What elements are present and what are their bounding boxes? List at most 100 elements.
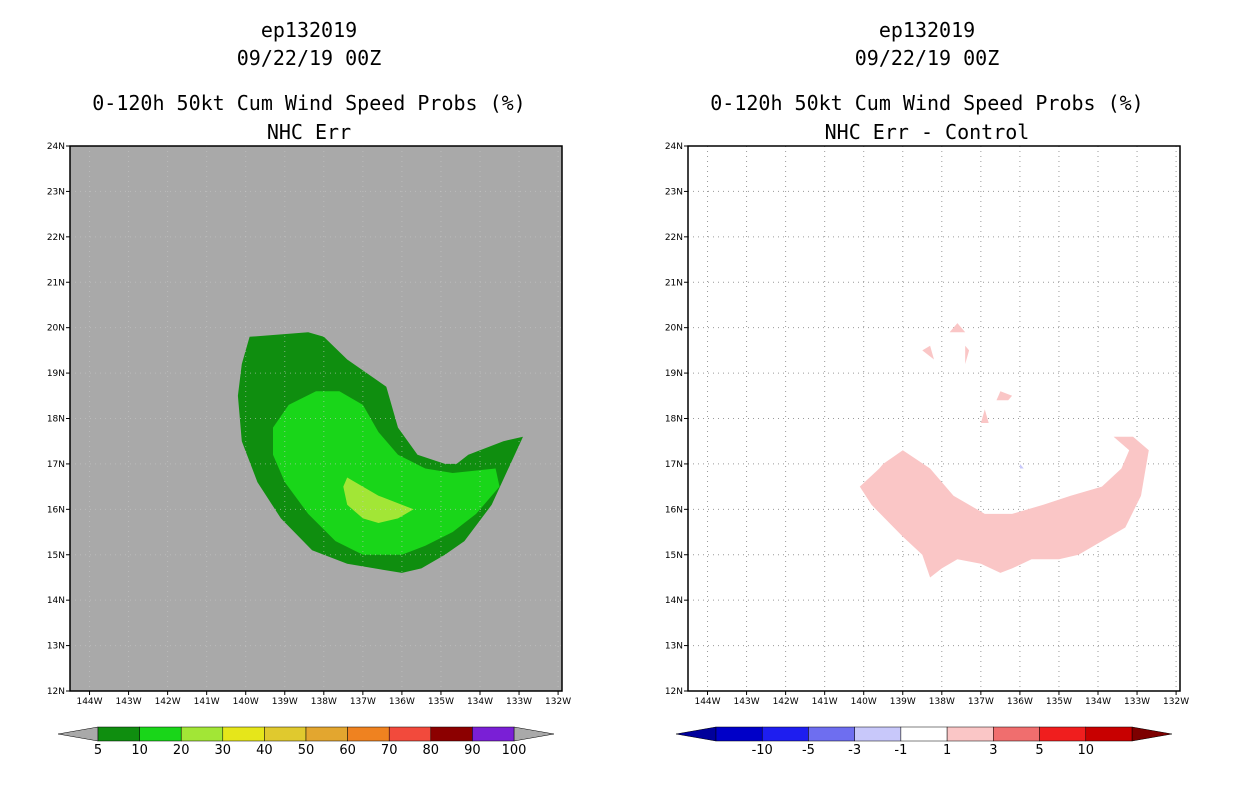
right-colorbar-label: -3 — [848, 743, 861, 758]
right-y-tick-label: 16N — [665, 505, 683, 515]
right-chart-title: 0-120h 50kt Cum Wind Speed Probs (%) — [710, 91, 1144, 115]
right-panel: ep132019 09/22/19 00Z 0-120h 50kt Cum Wi… — [618, 0, 1236, 800]
right-y-tick-label: 14N — [665, 596, 683, 606]
right-colorbar-swatch — [1085, 726, 1133, 742]
left-y-tick-label: 19N — [47, 369, 65, 379]
left-x-tick-label: 142W — [155, 697, 181, 707]
right-colorbar-swatch — [946, 726, 994, 742]
right-y-tick-label: 22N — [665, 233, 683, 243]
left-panel: ep132019 09/22/19 00Z 0-120h 50kt Cum Wi… — [92, 18, 526, 144]
right-x-tick-label: 140W — [851, 697, 877, 707]
right-contour-1-region — [949, 323, 966, 333]
left-colorbar-swatch — [388, 726, 432, 742]
right-colorbar-label: 1 — [943, 743, 951, 758]
left-colorbar-label: 70 — [381, 743, 398, 758]
right-x-tick-label: 137W — [968, 697, 994, 707]
left-y-tick-label: 14N — [47, 596, 65, 606]
right-colorbar-label: 3 — [989, 743, 997, 758]
left-colorbar-label: 30 — [215, 743, 232, 758]
left-contour-10-region — [273, 391, 500, 555]
right-x-tick-label: 136W — [1007, 697, 1033, 707]
left-colorbar-label: 20 — [173, 743, 190, 758]
right-contour-1-region — [965, 345, 970, 364]
right-y-tick-label: 20N — [665, 324, 683, 334]
left-y-tick-label: 23N — [47, 187, 65, 197]
right-colorbar-swatch — [761, 726, 809, 742]
right-colorbar-swatch — [715, 726, 763, 742]
right-colorbar-label: -1 — [894, 743, 907, 758]
left-storm-id: ep132019 — [260, 18, 358, 42]
right-x-tick-label: 132W — [1163, 697, 1189, 707]
left-colorbar-label: 5 — [94, 743, 102, 758]
right-colorbar-label: -10 — [752, 743, 773, 758]
left-colorbar-swatch — [139, 726, 182, 742]
left-x-tick-label: 143W — [116, 697, 142, 707]
right-contour-1-region — [922, 345, 934, 360]
right-y-tick-label: 12N — [665, 687, 683, 697]
right-x-tick-label: 133W — [1124, 697, 1150, 707]
right-contour-1-region — [859, 436, 1149, 578]
left-x-tick-label: 135W — [428, 697, 454, 707]
left-y-tick-label: 18N — [47, 415, 65, 425]
left-colorbar-swatch — [347, 726, 390, 742]
right-x-tick-label: 139W — [890, 697, 916, 707]
left-x-tick-label: 140W — [233, 697, 259, 707]
right-colorbar-label: -5 — [802, 743, 815, 758]
right-colorbar-swatch — [993, 726, 1040, 742]
left-y-tick-label: 22N — [47, 233, 65, 243]
left-colorbar-label: 90 — [464, 743, 481, 758]
right-y-tick-label: 15N — [665, 551, 683, 561]
left-colorbar-label: 50 — [298, 743, 315, 758]
right-colorbar-swatch — [900, 726, 948, 742]
left-contour-20-region — [343, 477, 414, 523]
right-storm-id: ep132019 — [878, 18, 976, 42]
left-x-tick-label: 139W — [272, 697, 298, 707]
left-date: 09/22/19 00Z — [236, 46, 382, 70]
left-colorbar-swatch — [472, 726, 515, 742]
left-chart-title: 0-120h 50kt Cum Wind Speed Probs (%) — [92, 91, 526, 115]
left-chart-subtitle: NHC Err — [266, 120, 352, 144]
left-colorbar-label: 60 — [339, 743, 356, 758]
left-y-tick-label: 16N — [47, 505, 65, 515]
left-colorbar-label: 80 — [423, 743, 440, 758]
right-colorbar-swatch — [808, 726, 855, 742]
right-y-tick-label: 13N — [665, 642, 683, 652]
right-x-tick-label: 144W — [694, 697, 720, 707]
left-chart: 144W 143W 142W 141W 140W 139W 138W 137W 136W 135W… — [47, 142, 571, 758]
right-contour--3-region — [1019, 463, 1024, 469]
right-x-tick-label: 138W — [929, 697, 955, 707]
right-date: 09/22/19 00Z — [854, 46, 1000, 70]
left-colorbar-swatch — [222, 726, 265, 742]
right-colorbar-swatch — [1039, 726, 1087, 742]
right-colorbar-swatch — [854, 726, 902, 742]
right-x-tick-label: 141W — [812, 697, 838, 707]
right-x-tick-label: 143W — [734, 697, 760, 707]
left-x-tick-label: 136W — [389, 697, 415, 707]
left-y-tick-label: 20N — [47, 324, 65, 334]
left-colorbar-label: 40 — [256, 743, 273, 758]
right-y-tick-label: 18N — [665, 415, 683, 425]
left-y-tick-label: 21N — [47, 278, 65, 288]
right-y-tick-label: 17N — [665, 460, 683, 470]
right-x-tick-label: 134W — [1085, 697, 1111, 707]
left-x-tick-label: 134W — [467, 697, 493, 707]
right-colorbar-label: 10 — [1078, 743, 1095, 758]
left-colorbar-label: 100 — [502, 743, 527, 758]
left-y-tick-label: 15N — [47, 551, 65, 561]
right-chart: 144W 143W 142W 141W 140W 139W 138W 137W 136W 135W… — [665, 142, 1189, 758]
left-colorbar: 5 10 20 30 40 50 60 70 80 90 100 — [57, 726, 555, 758]
right-y-tick-label: 21N — [665, 278, 683, 288]
left-x-tick-label: 138W — [311, 697, 337, 707]
right-contour-1-region — [980, 409, 989, 423]
left-colorbar-low-extend — [57, 726, 99, 742]
left-x-tick-label: 133W — [506, 697, 532, 707]
right-y-tick-label: 23N — [665, 187, 683, 197]
right-chart-subtitle: NHC Err - Control — [824, 120, 1030, 144]
left-x-tick-label: 144W — [76, 697, 102, 707]
left-x-tick-label: 137W — [350, 697, 376, 707]
left-x-tick-label: 132W — [545, 697, 571, 707]
left-colorbar-high-extend — [513, 726, 555, 742]
left-y-tick-label: 13N — [47, 642, 65, 652]
left-y-tick-label: 12N — [47, 687, 65, 697]
left-colorbar-swatch — [264, 726, 307, 742]
